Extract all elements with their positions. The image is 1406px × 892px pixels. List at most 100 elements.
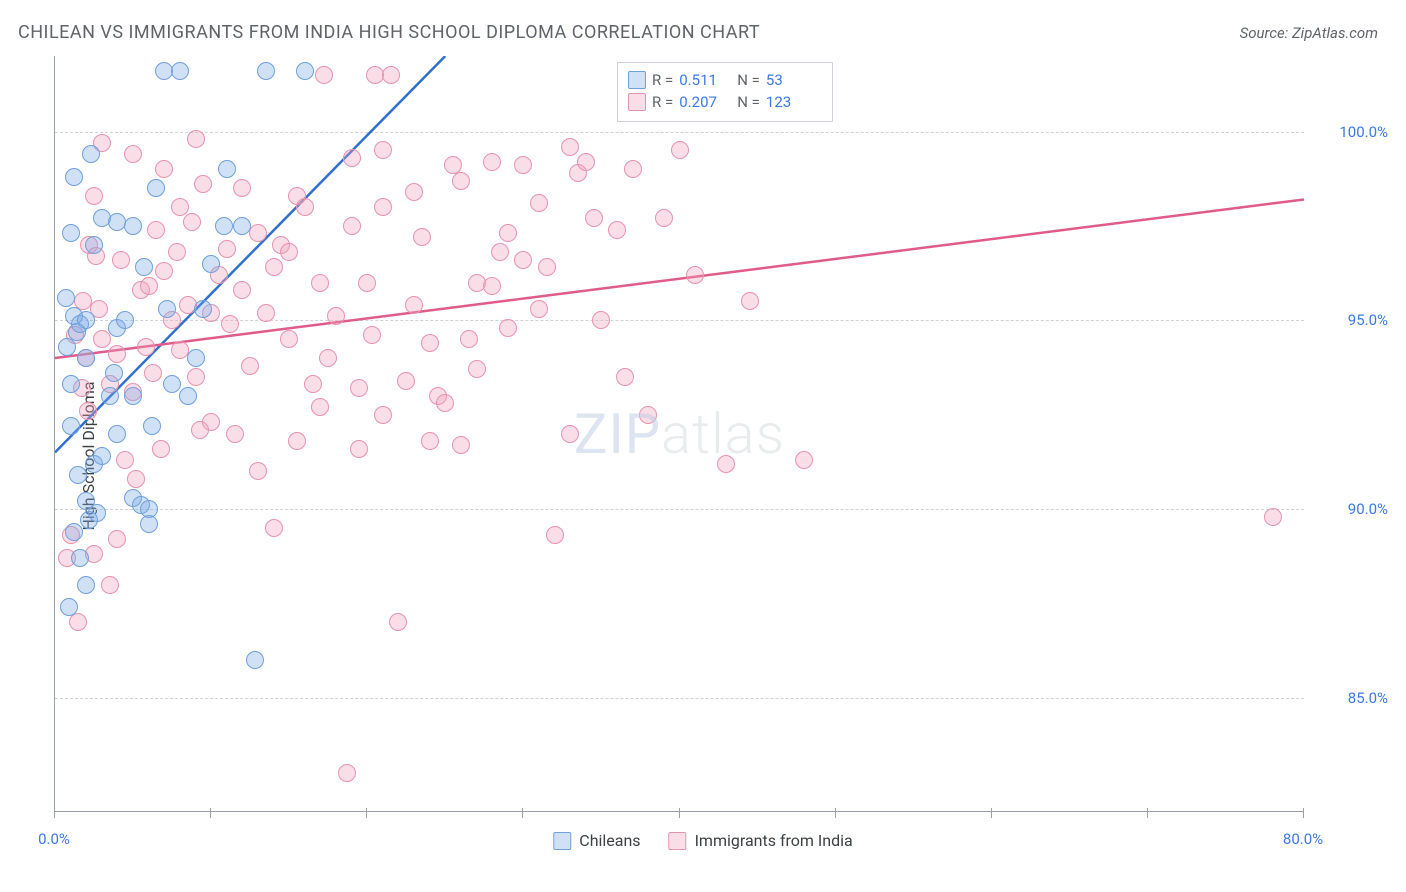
- swatch-chileans: [628, 71, 646, 89]
- swatch-india-icon: [669, 832, 687, 850]
- data-point-india: [187, 368, 205, 386]
- data-point-chileans: [171, 62, 189, 80]
- data-point-chileans: [88, 504, 106, 522]
- data-point-india: [483, 153, 501, 171]
- swatch-chileans-icon: [553, 832, 571, 850]
- data-point-india: [616, 368, 634, 386]
- data-point-india: [350, 440, 368, 458]
- data-point-chileans: [62, 417, 80, 435]
- data-point-chileans: [124, 217, 142, 235]
- data-point-india: [795, 451, 813, 469]
- stats-row-india: R = 0.207 N = 123: [628, 91, 818, 113]
- page-title: CHILEAN VS IMMIGRANTS FROM INDIA HIGH SC…: [18, 22, 760, 43]
- data-point-india: [358, 274, 376, 292]
- data-point-india: [155, 262, 173, 280]
- data-point-india: [397, 372, 415, 390]
- legend: Chileans Immigrants from India: [553, 831, 852, 850]
- data-point-chileans: [105, 364, 123, 382]
- data-point-india: [483, 277, 501, 295]
- x-tick-label: 0.0%: [38, 830, 70, 848]
- legend-item-india: Immigrants from India: [669, 831, 853, 850]
- data-point-india: [468, 360, 486, 378]
- correlation-chart: High School Diploma ZIPatlas R = 0.511 N…: [18, 56, 1388, 856]
- data-point-india: [233, 179, 251, 197]
- data-point-chileans: [296, 62, 314, 80]
- data-point-chileans: [218, 160, 236, 178]
- data-point-india: [592, 311, 610, 329]
- data-point-india: [405, 183, 423, 201]
- data-point-india: [499, 224, 517, 242]
- data-point-chileans: [85, 236, 103, 254]
- data-point-india: [116, 451, 134, 469]
- plot-area: ZIPatlas R = 0.511 N = 53 R = 0.207 N = …: [54, 56, 1304, 812]
- data-point-chileans: [65, 168, 83, 186]
- data-point-chileans: [65, 523, 83, 541]
- data-point-india: [249, 462, 267, 480]
- data-point-chileans: [124, 387, 142, 405]
- data-point-chileans: [58, 338, 76, 356]
- data-point-india: [183, 213, 201, 231]
- data-point-india: [249, 224, 267, 242]
- data-point-chileans: [116, 311, 134, 329]
- legend-label: Chileans: [579, 831, 640, 850]
- data-point-india: [374, 141, 392, 159]
- data-point-india: [671, 141, 689, 159]
- legend-item-chileans: Chileans: [553, 831, 640, 850]
- data-point-india: [280, 330, 298, 348]
- data-point-india: [108, 345, 126, 363]
- data-point-india: [530, 194, 548, 212]
- y-tick-label: 90.0%: [1310, 500, 1388, 518]
- data-point-india: [147, 221, 165, 239]
- data-point-india: [717, 455, 735, 473]
- x-tick-label: 80.0%: [1283, 830, 1323, 848]
- data-point-india: [233, 281, 251, 299]
- data-point-india: [343, 217, 361, 235]
- data-point-india: [538, 258, 556, 276]
- data-point-chileans: [82, 145, 100, 163]
- data-point-india: [491, 243, 509, 261]
- data-point-india: [194, 175, 212, 193]
- data-point-india: [327, 307, 345, 325]
- data-point-chileans: [101, 387, 119, 405]
- data-point-india: [686, 266, 704, 284]
- data-point-india: [265, 519, 283, 537]
- data-point-india: [171, 198, 189, 216]
- data-point-india: [436, 394, 454, 412]
- data-point-india: [218, 240, 236, 258]
- data-point-india: [624, 160, 642, 178]
- data-point-india: [112, 251, 130, 269]
- data-point-india: [93, 330, 111, 348]
- data-point-chileans: [62, 375, 80, 393]
- data-point-india: [514, 156, 532, 174]
- data-point-india: [546, 526, 564, 544]
- data-point-india: [265, 258, 283, 276]
- y-tick-label: 100.0%: [1310, 123, 1388, 141]
- data-point-india: [101, 576, 119, 594]
- data-point-india: [363, 326, 381, 344]
- data-point-chileans: [187, 349, 205, 367]
- data-point-india: [187, 130, 205, 148]
- data-point-chileans: [57, 289, 75, 307]
- data-point-chileans: [158, 300, 176, 318]
- data-point-india: [288, 432, 306, 450]
- data-point-india: [338, 764, 356, 782]
- data-point-india: [1264, 508, 1282, 526]
- data-point-india: [311, 274, 329, 292]
- data-point-chileans: [147, 179, 165, 197]
- data-point-india: [124, 145, 142, 163]
- data-point-chileans: [77, 311, 95, 329]
- data-point-chileans: [108, 425, 126, 443]
- data-point-chileans: [71, 549, 89, 567]
- data-point-india: [421, 432, 439, 450]
- stats-box: R = 0.511 N = 53 R = 0.207 N = 123: [617, 62, 833, 122]
- data-point-india: [608, 221, 626, 239]
- data-point-india: [137, 338, 155, 356]
- data-point-india: [152, 440, 170, 458]
- data-point-india: [374, 406, 392, 424]
- data-point-india: [421, 334, 439, 352]
- data-point-india: [144, 364, 162, 382]
- data-point-india: [280, 243, 298, 261]
- data-point-chileans: [257, 62, 275, 80]
- y-tick-label: 85.0%: [1310, 689, 1388, 707]
- data-point-chileans: [60, 598, 78, 616]
